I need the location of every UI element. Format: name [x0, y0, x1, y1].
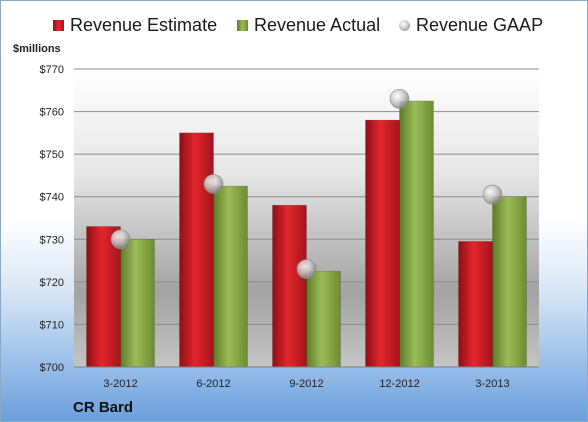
x-tick-label: 9-2012 — [289, 378, 323, 390]
legend-label: Revenue GAAP — [416, 15, 544, 35]
legend-swatch — [237, 20, 248, 31]
x-tick-label: 12-2012 — [379, 378, 419, 390]
legend-swatch — [53, 20, 64, 31]
y-tick-label: $770 — [40, 64, 64, 76]
bars — [86, 100, 527, 368]
y-tick-label: $750 — [40, 149, 64, 161]
legend-item: Revenue Actual — [237, 15, 380, 36]
bar-revenue-actual — [213, 185, 248, 368]
bar-revenue-actual — [399, 100, 434, 368]
y-axis-ticks: $700 $710 $720 $730 $740 $750 $760 $770 — [40, 64, 64, 374]
bar-revenue-actual — [306, 270, 341, 368]
x-tick-label: 6-2012 — [196, 378, 230, 390]
company-name: CR Bard — [73, 399, 134, 416]
gaap-markers — [110, 89, 503, 279]
x-axis-ticks: 3-2012 6-2012 9-2012 12-2012 3-2013 — [103, 378, 509, 390]
marker-revenue-gaap — [296, 259, 317, 279]
y-tick-label: $720 — [40, 277, 64, 289]
bar-revenue-actual — [120, 239, 155, 368]
legend-item: Revenue GAAP — [399, 15, 543, 36]
marker-revenue-gaap — [203, 174, 224, 194]
x-tick-label: 3-2012 — [103, 378, 137, 390]
y-tick-label: $740 — [40, 192, 64, 204]
bar-revenue-estimate — [365, 119, 400, 368]
bar-revenue-actual — [492, 196, 527, 368]
bar-revenue-estimate — [179, 132, 214, 368]
y-tick-label: $760 — [40, 107, 64, 119]
marker-revenue-gaap — [389, 89, 410, 109]
legend: Revenue Estimate Revenue Actual Revenue GA… — [1, 15, 587, 45]
legend-item: Revenue Estimate — [53, 15, 217, 36]
y-tick-label: $700 — [40, 362, 64, 374]
marker-revenue-gaap — [482, 184, 503, 205]
y-axis-unit-label: $millions — [13, 43, 61, 55]
legend-label: Revenue Estimate — [70, 15, 218, 35]
x-tick-label: 3-2013 — [475, 378, 509, 390]
bar-revenue-estimate — [458, 241, 493, 368]
legend-label: Revenue Actual — [254, 15, 381, 35]
legend-swatch — [399, 20, 410, 31]
y-tick-label: $730 — [40, 234, 64, 246]
bar-revenue-estimate — [272, 204, 307, 368]
marker-revenue-gaap — [110, 229, 131, 250]
y-tick-label: $710 — [40, 319, 64, 331]
